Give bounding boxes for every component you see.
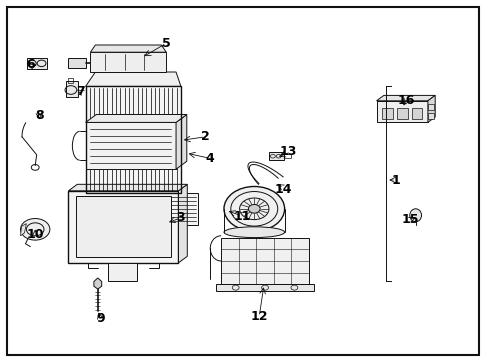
Polygon shape xyxy=(178,184,187,263)
Text: 9: 9 xyxy=(96,312,104,325)
Text: 13: 13 xyxy=(279,145,297,158)
Bar xyxy=(107,263,137,281)
Bar xyxy=(76,196,171,257)
Polygon shape xyxy=(427,95,434,122)
Ellipse shape xyxy=(224,227,284,238)
Bar xyxy=(85,86,181,193)
Bar xyxy=(68,78,73,83)
Polygon shape xyxy=(85,72,181,86)
Bar xyxy=(283,154,290,158)
Polygon shape xyxy=(20,224,26,236)
Bar xyxy=(376,101,427,122)
Circle shape xyxy=(224,186,284,231)
Polygon shape xyxy=(68,184,187,191)
Bar xyxy=(427,104,433,110)
Bar xyxy=(411,108,422,119)
Polygon shape xyxy=(216,284,313,291)
Text: 10: 10 xyxy=(26,228,44,240)
Text: 15: 15 xyxy=(401,213,419,226)
Polygon shape xyxy=(376,95,434,101)
Bar xyxy=(68,191,178,263)
Bar xyxy=(83,193,198,225)
Text: 3: 3 xyxy=(176,211,185,224)
Text: 8: 8 xyxy=(35,109,43,122)
Text: 12: 12 xyxy=(250,310,267,323)
Bar xyxy=(85,86,181,193)
Bar xyxy=(268,152,283,160)
Ellipse shape xyxy=(409,209,421,222)
Polygon shape xyxy=(176,114,186,169)
Polygon shape xyxy=(85,114,186,122)
Polygon shape xyxy=(90,45,166,52)
Bar xyxy=(396,108,407,119)
Bar xyxy=(66,81,78,97)
Bar xyxy=(90,52,166,72)
Text: 2: 2 xyxy=(201,130,209,143)
Text: 6: 6 xyxy=(26,58,35,71)
Circle shape xyxy=(20,219,50,240)
Polygon shape xyxy=(94,278,102,289)
Bar xyxy=(85,122,176,169)
Bar xyxy=(382,108,392,119)
Text: 5: 5 xyxy=(162,37,170,50)
Text: 14: 14 xyxy=(274,183,292,195)
Bar xyxy=(221,238,308,284)
Bar xyxy=(27,58,47,69)
Text: 7: 7 xyxy=(76,85,85,98)
Text: 11: 11 xyxy=(233,210,250,222)
Circle shape xyxy=(248,204,260,213)
Text: 16: 16 xyxy=(396,94,414,107)
Bar xyxy=(427,113,433,119)
Text: 4: 4 xyxy=(205,152,214,165)
Text: 1: 1 xyxy=(391,174,400,186)
Bar xyxy=(68,58,85,68)
